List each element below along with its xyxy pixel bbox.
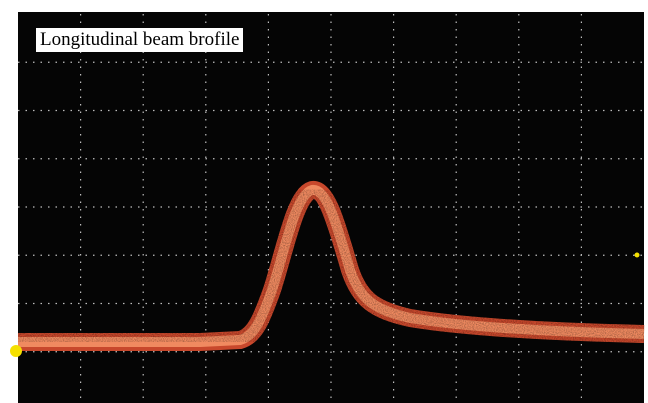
channel-marker [10,345,22,357]
screen-label: Longitudinal beam brofile [36,28,243,52]
oscilloscope-screen [0,0,648,403]
page: Longitudinal beam brofile (() => { const… [0,0,648,403]
trigger-marker [635,253,640,258]
